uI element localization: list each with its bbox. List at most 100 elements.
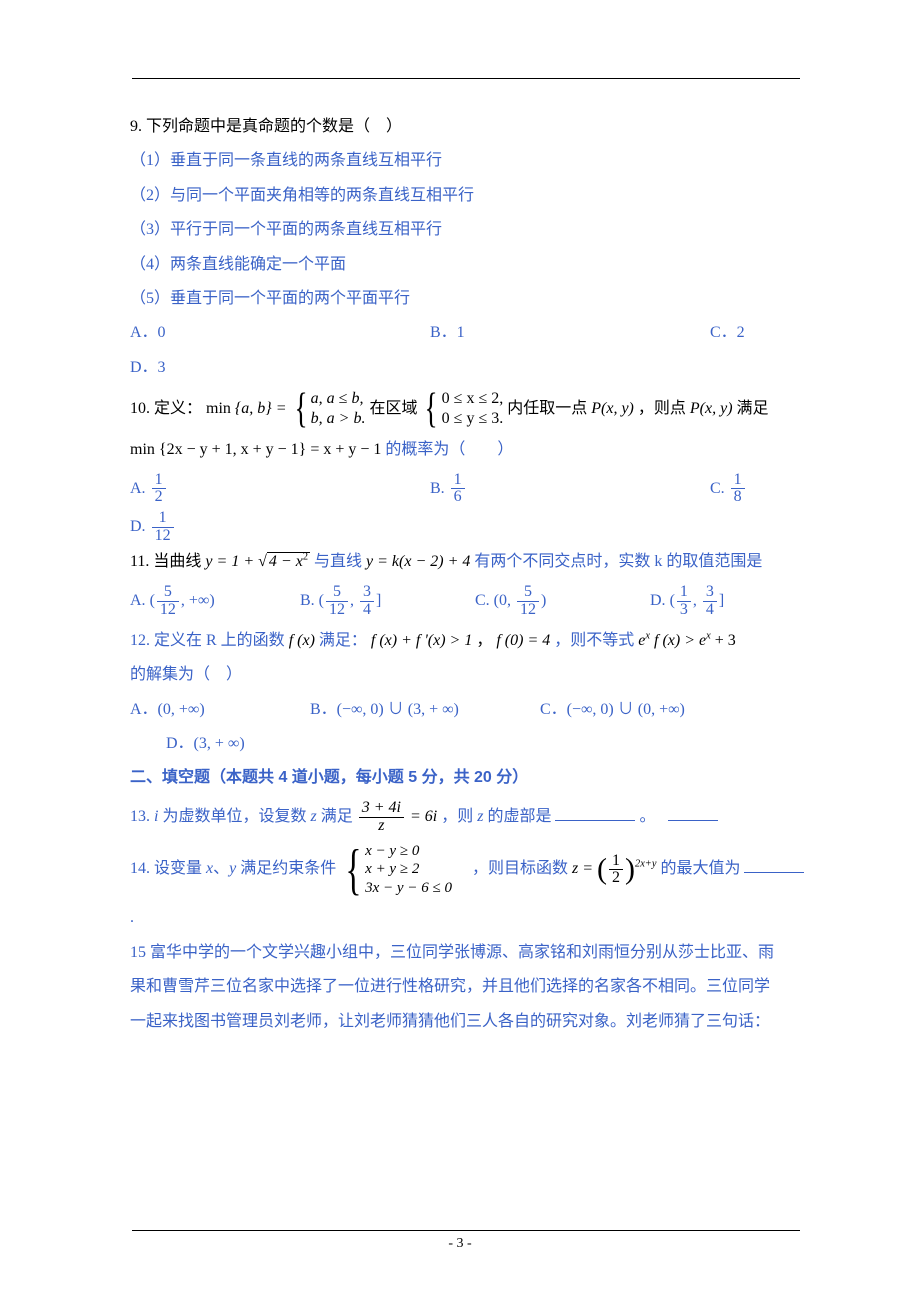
label: B. — [430, 480, 445, 497]
q10-options-row1: A. 12 B. 16 C. 18 — [130, 468, 810, 510]
num: 1 — [451, 472, 465, 489]
close: , +∞) — [181, 592, 215, 609]
ineq: ex f (x) > ex + 3 — [638, 632, 736, 649]
t: ，则目标函数 — [456, 860, 572, 877]
num: 13. — [130, 808, 154, 825]
num: 5 — [517, 584, 539, 601]
blank-fill — [555, 805, 635, 821]
open: ( — [670, 592, 675, 609]
fraction: 16 — [451, 472, 465, 507]
blank-fill — [668, 805, 718, 821]
q11-optA: A. (512, +∞) — [130, 579, 300, 624]
num: 5 — [157, 584, 179, 601]
num: 3 — [360, 584, 374, 601]
q9-options-row1: A．0 B．1 C．2 — [130, 316, 810, 350]
q10-tail1: 内任取一点 — [507, 400, 587, 417]
label: B. — [300, 592, 315, 609]
q11-options: A. (512, +∞) B. (512, 34] C. (0, 512) D.… — [130, 579, 810, 624]
num: 1 — [152, 472, 166, 489]
q9-p5: （5）垂直于同一个平面的两个平面平行 — [130, 282, 810, 316]
num: 1 — [152, 510, 174, 527]
label: C. — [710, 480, 725, 497]
q10-cond-line: min {2x − y + 1, x + y − 1} = x + y − 1 … — [130, 433, 810, 467]
t: ，则 — [441, 808, 477, 825]
eq: = 6i — [410, 808, 437, 825]
den: 6 — [451, 488, 465, 506]
t: ，则不等式 — [554, 632, 638, 649]
t: 12. 定义在 R 上的函数 — [130, 632, 289, 649]
den: 12 — [157, 601, 179, 619]
label: C. — [475, 592, 490, 609]
q13: 13. i 为虚数单位，设复数 z 满足 3 + 4iz = 6i ，则 z 的… — [130, 796, 810, 838]
c1: x − y ≥ 0 — [365, 842, 452, 861]
fraction: 3 + 4iz — [359, 800, 404, 835]
sqrt-arg: 4 − x — [269, 553, 303, 570]
close: ) — [541, 592, 546, 609]
q10-Pxy: P(x, y) — [591, 400, 634, 417]
fraction: 512 — [157, 584, 179, 619]
q10-abset: {a, b} = — [235, 400, 287, 417]
num: 3 — [703, 584, 717, 601]
q12-stem-line2: 的解集为（ ） — [130, 658, 810, 692]
t: 满足约束条件 — [236, 860, 340, 877]
q12-optC: C．(−∞, 0) ∪ (0, +∞) — [540, 693, 685, 727]
paren-fraction: (12)2x+y — [597, 860, 660, 877]
q9-optA: A．0 — [130, 316, 430, 350]
blank-fill — [744, 857, 804, 873]
den: 2 — [152, 488, 166, 506]
den: 2 — [609, 869, 623, 887]
q10-Pxy2: P(x, y) — [690, 400, 733, 417]
num: 14. 设变量 — [130, 860, 206, 877]
q11-prefix: 11. 当曲线 — [130, 553, 205, 570]
q11-stem: 11. 当曲线 y = 1 + √4 − x2 与直线 y = k(x − 2)… — [130, 545, 810, 579]
den: 8 — [731, 488, 745, 506]
den: 3 — [677, 601, 691, 619]
num: 1 — [731, 472, 745, 489]
q11-optD: D. (13, 34] — [650, 579, 724, 624]
q9-optD: D．3 — [130, 351, 810, 385]
fx: f (x) > e — [650, 632, 706, 649]
open: ( — [319, 592, 324, 609]
q10-case-b: b, a > b. — [311, 409, 366, 429]
q9-p1: （1）垂直于同一条直线的两条直线互相平行 — [130, 144, 810, 178]
t: 的虚部是 — [483, 808, 551, 825]
q10-min: min — [206, 400, 231, 417]
q10-region-x: 0 ≤ x ≤ 2, — [442, 389, 504, 409]
sep: ， — [476, 632, 492, 649]
close: ] — [719, 592, 724, 609]
q10-tail3: 满足 — [737, 400, 769, 417]
q10-optC: C. 18 — [710, 468, 747, 510]
q10-prefix: 10. 定义： — [130, 400, 202, 417]
fraction: 34 — [703, 584, 717, 619]
content-area: 9. 下列命题中是真命题的个数是（ ） （1）垂直于同一条直线的两条直线互相平行… — [130, 110, 810, 1039]
q10-region-y: 0 ≤ y ≤ 3. — [442, 409, 504, 429]
den: 12 — [152, 527, 174, 545]
den: 4 — [360, 601, 374, 619]
q9-stem: 9. 下列命题中是真命题的个数是（ ） — [130, 110, 810, 144]
fraction: 512 — [517, 584, 539, 619]
fraction: 34 — [360, 584, 374, 619]
fraction: 18 — [731, 472, 745, 507]
q9-optC: C．2 — [710, 316, 745, 350]
q12-optB: B．(−∞, 0) ∪ (3, + ∞) — [310, 693, 540, 727]
q9-p2: （2）与同一个平面夹角相等的两条直线互相平行 — [130, 179, 810, 213]
c3: 3x − y − 6 ≤ 0 — [365, 879, 452, 898]
label: D. — [650, 592, 666, 609]
zeq: z = — [572, 860, 597, 877]
q10-cond: min {2x − y + 1, x + y − 1} = x + y − 1 — [130, 441, 381, 458]
c2: x + y ≥ 2 — [365, 860, 452, 879]
label: D. — [130, 518, 146, 535]
q9-optB: B．1 — [430, 316, 710, 350]
q14-constraints: x − y ≥ 0 x + y ≥ 2 3x − y − 6 ≤ 0 — [365, 842, 452, 898]
sep: , — [350, 592, 358, 609]
section-2-title: 二、填空题（本题共 4 道小题，每小题 5 分，共 20 分） — [130, 761, 810, 795]
page-number: - 3 - — [0, 1236, 920, 1252]
sqrt: √4 − x2 — [258, 545, 310, 579]
footer-rule — [132, 1230, 800, 1231]
sep: 、 — [213, 860, 229, 877]
rhs: + 3 — [711, 632, 736, 649]
q12-stem-line1: 12. 定义在 R 上的函数 f (x) 满足： f (x) + f '(x) … — [130, 624, 810, 658]
header-rule — [132, 78, 800, 79]
den: z — [359, 817, 404, 835]
q11-mid: 与直线 — [314, 553, 366, 570]
